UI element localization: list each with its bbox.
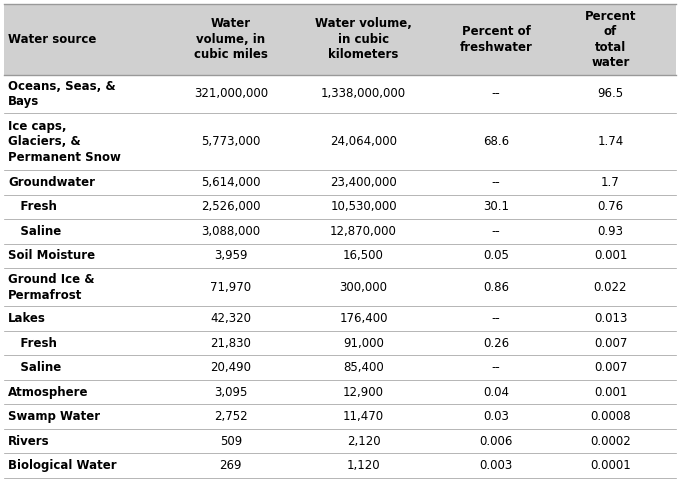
- Text: Lakes: Lakes: [8, 312, 46, 325]
- Text: 0.007: 0.007: [594, 336, 627, 349]
- Text: 0.0008: 0.0008: [590, 410, 631, 423]
- Text: 85,400: 85,400: [343, 361, 384, 374]
- Text: 1.74: 1.74: [597, 135, 624, 148]
- Text: 1,120: 1,120: [347, 459, 380, 472]
- Text: 321,000,000: 321,000,000: [194, 87, 268, 100]
- Text: --: --: [492, 225, 500, 238]
- Text: 71,970: 71,970: [210, 281, 252, 294]
- Text: Water
volume, in
cubic miles: Water volume, in cubic miles: [194, 17, 268, 61]
- Text: Swamp Water: Swamp Water: [8, 410, 100, 423]
- Text: 176,400: 176,400: [339, 312, 388, 325]
- Text: Saline: Saline: [8, 225, 61, 238]
- Text: --: --: [492, 87, 500, 100]
- Text: Saline: Saline: [8, 361, 61, 374]
- Text: Water volume,
in cubic
kilometers: Water volume, in cubic kilometers: [315, 17, 412, 61]
- Text: 3,959: 3,959: [214, 250, 248, 263]
- Text: 20,490: 20,490: [210, 361, 252, 374]
- Text: Ground Ice &
Permafrost: Ground Ice & Permafrost: [8, 273, 95, 302]
- Text: 2,752: 2,752: [214, 410, 248, 423]
- Text: 10,530,000: 10,530,000: [330, 201, 397, 214]
- Text: 5,773,000: 5,773,000: [201, 135, 260, 148]
- Text: 1,338,000,000: 1,338,000,000: [321, 87, 406, 100]
- Text: 0.0001: 0.0001: [590, 459, 631, 472]
- Text: 24,064,000: 24,064,000: [330, 135, 397, 148]
- Text: 2,526,000: 2,526,000: [201, 201, 260, 214]
- Text: 0.26: 0.26: [483, 336, 509, 349]
- Text: Biological Water: Biological Water: [8, 459, 117, 472]
- Text: 300,000: 300,000: [339, 281, 388, 294]
- Text: 0.013: 0.013: [594, 312, 627, 325]
- Text: --: --: [492, 361, 500, 374]
- Text: --: --: [492, 312, 500, 325]
- Text: 0.05: 0.05: [483, 250, 509, 263]
- Bar: [4, 4, 676, 75]
- Text: --: --: [492, 176, 500, 189]
- Text: 23,400,000: 23,400,000: [330, 176, 397, 189]
- Text: 96.5: 96.5: [598, 87, 624, 100]
- Text: Percent
of
total
water: Percent of total water: [585, 10, 636, 69]
- Text: 91,000: 91,000: [343, 336, 384, 349]
- Text: Ice caps,
Glaciers, &
Permanent Snow: Ice caps, Glaciers, & Permanent Snow: [8, 120, 121, 163]
- Text: Percent of
freshwater: Percent of freshwater: [460, 25, 532, 54]
- Text: 12,870,000: 12,870,000: [330, 225, 397, 238]
- Text: 3,088,000: 3,088,000: [201, 225, 260, 238]
- Text: Water source: Water source: [8, 33, 97, 46]
- Text: Rivers: Rivers: [8, 435, 50, 448]
- Text: 0.0002: 0.0002: [590, 435, 631, 448]
- Text: 0.93: 0.93: [598, 225, 624, 238]
- Text: 0.001: 0.001: [594, 250, 627, 263]
- Text: Groundwater: Groundwater: [8, 176, 95, 189]
- Text: 269: 269: [220, 459, 242, 472]
- Text: 3,095: 3,095: [214, 386, 248, 399]
- Text: 0.022: 0.022: [594, 281, 627, 294]
- Text: 509: 509: [220, 435, 242, 448]
- Text: 16,500: 16,500: [343, 250, 384, 263]
- Text: Oceans, Seas, &
Bays: Oceans, Seas, & Bays: [8, 80, 116, 108]
- Text: 0.003: 0.003: [479, 459, 513, 472]
- Text: 0.04: 0.04: [483, 386, 509, 399]
- Text: Fresh: Fresh: [8, 201, 57, 214]
- Text: 5,614,000: 5,614,000: [201, 176, 260, 189]
- Text: 0.86: 0.86: [483, 281, 509, 294]
- Text: 68.6: 68.6: [483, 135, 509, 148]
- Text: 0.006: 0.006: [479, 435, 513, 448]
- Text: 42,320: 42,320: [210, 312, 252, 325]
- Text: 21,830: 21,830: [210, 336, 251, 349]
- Text: 11,470: 11,470: [343, 410, 384, 423]
- Text: 0.007: 0.007: [594, 361, 627, 374]
- Text: Fresh: Fresh: [8, 336, 57, 349]
- Text: 2,120: 2,120: [347, 435, 380, 448]
- Text: 1.7: 1.7: [601, 176, 620, 189]
- Text: Soil Moisture: Soil Moisture: [8, 250, 95, 263]
- Text: 12,900: 12,900: [343, 386, 384, 399]
- Text: 0.03: 0.03: [483, 410, 509, 423]
- Text: 0.001: 0.001: [594, 386, 627, 399]
- Text: 30.1: 30.1: [483, 201, 509, 214]
- Text: Atmosphere: Atmosphere: [8, 386, 88, 399]
- Text: 0.76: 0.76: [598, 201, 624, 214]
